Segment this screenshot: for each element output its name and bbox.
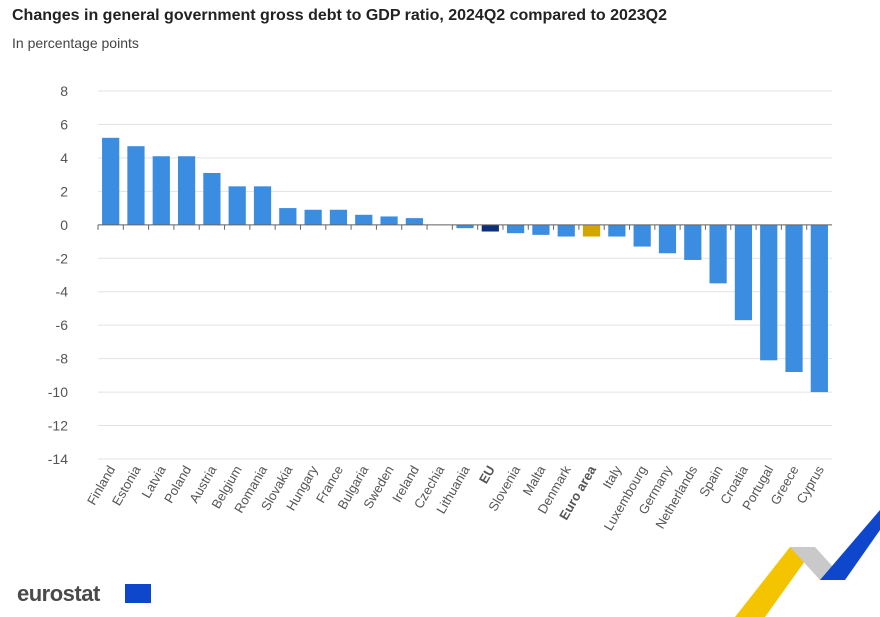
chart-subtitle: In percentage points (12, 35, 139, 51)
bar-cyprus (810, 224, 828, 393)
bar-spain (709, 224, 727, 284)
bar-germany (658, 224, 677, 254)
bar-malta (532, 224, 550, 235)
y-tick-label: -6 (56, 317, 69, 333)
y-tick-label: -14 (48, 451, 68, 467)
y-tick-label: -2 (56, 250, 69, 266)
bar-bulgaria (355, 214, 373, 225)
bar-poland (177, 156, 196, 225)
bar-hungary (304, 209, 322, 225)
y-tick-label: 6 (60, 116, 68, 132)
bar-portugal (760, 224, 778, 361)
bar-france (329, 209, 348, 225)
bar-belgium (228, 186, 246, 225)
bar-italy (608, 224, 626, 237)
bar-austria (203, 172, 221, 225)
bar-denmark (557, 224, 575, 237)
chart-title: Changes in general government gross debt… (12, 7, 668, 24)
y-tick-label: 8 (60, 83, 68, 99)
bar-romania (253, 186, 272, 225)
y-tick-label: -8 (56, 351, 69, 367)
bar-finland (102, 137, 120, 225)
bar-luxembourg (633, 224, 651, 247)
bar-euro-area (582, 224, 601, 237)
y-tick-label: 0 (60, 217, 68, 233)
eurostat-logo: eurostat (17, 581, 100, 606)
y-tick-label: -12 (48, 418, 68, 434)
eu-flag-icon (125, 584, 151, 603)
y-tick-label: -4 (56, 284, 69, 300)
bar-ireland (405, 218, 423, 225)
decorative-ribbon-icon (735, 510, 880, 617)
bar-lithuania (456, 224, 474, 229)
y-tick-label: 2 (60, 183, 68, 199)
bar-sweden (380, 216, 398, 225)
bar-greece (785, 224, 803, 373)
x-tick-label: Italy (600, 463, 625, 492)
bar-latvia (152, 156, 170, 225)
bar-estonia (127, 146, 145, 225)
bar-slovakia (279, 208, 297, 225)
bar-eu (481, 224, 499, 232)
y-tick-label: -10 (48, 384, 68, 400)
bar-slovenia (507, 224, 525, 234)
bar-netherlands (684, 224, 702, 260)
x-tick-label: EU (476, 463, 498, 486)
bar-croatia (734, 224, 753, 321)
y-tick-label: 4 (60, 150, 68, 166)
